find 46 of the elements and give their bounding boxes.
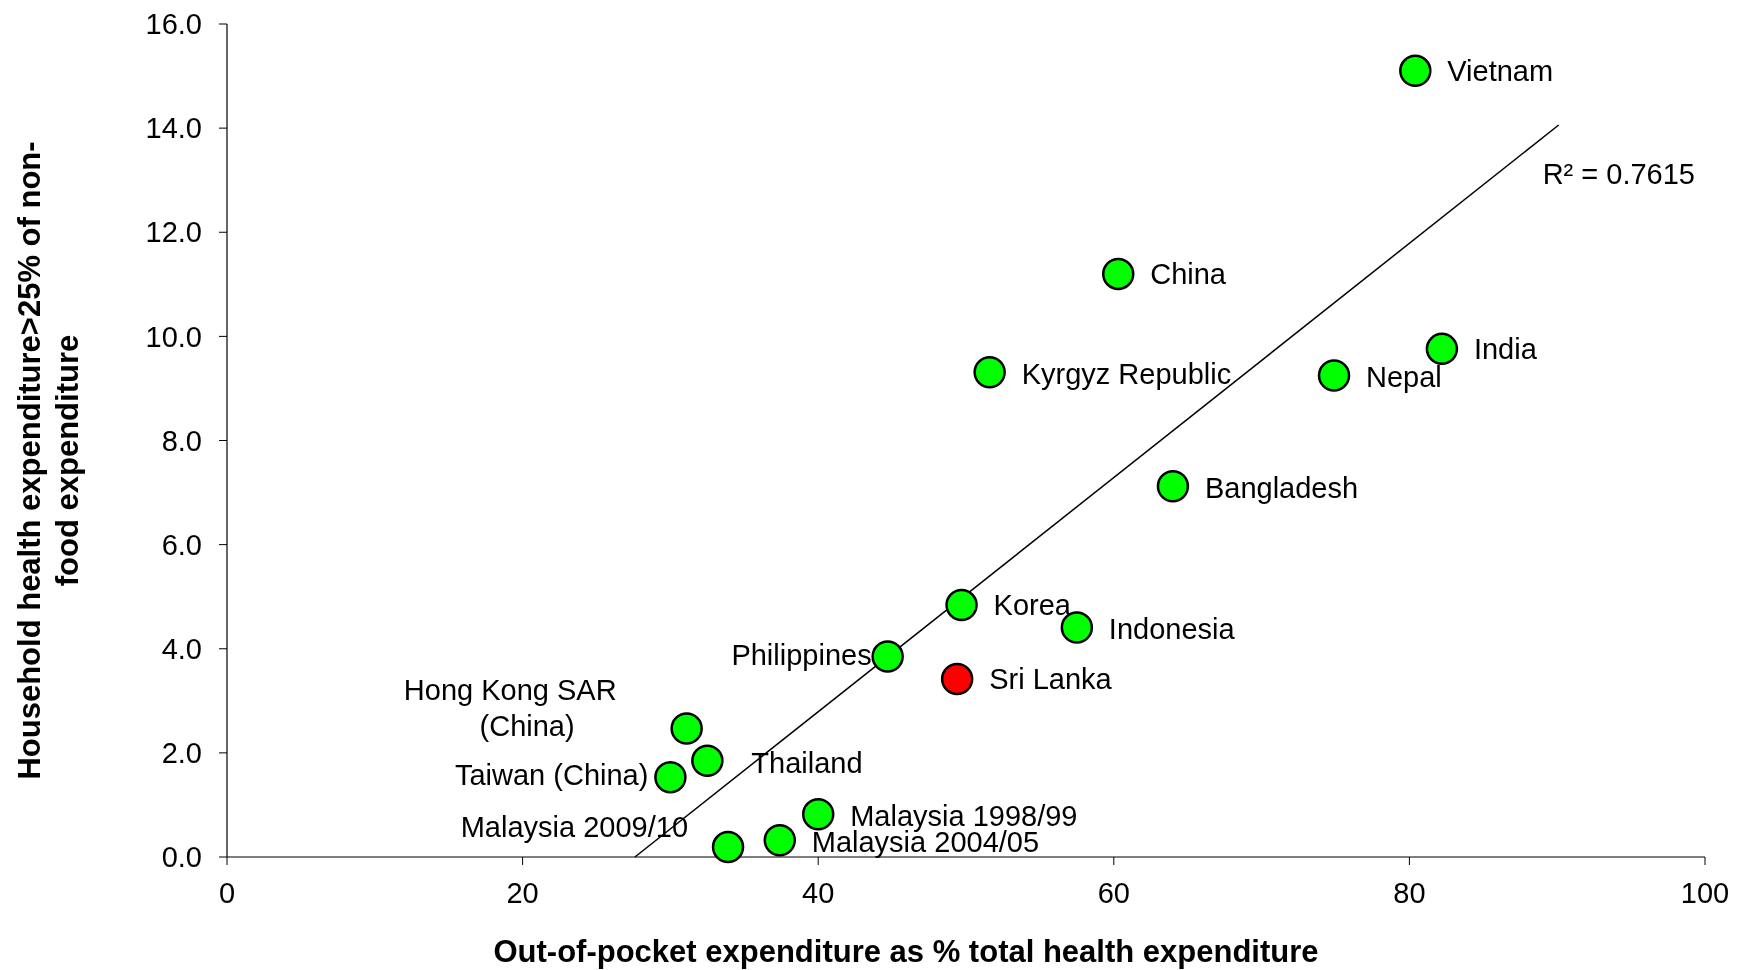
point — [973, 356, 1006, 389]
x-tick-label: 80 — [1393, 877, 1426, 909]
y-tick-label: 12.0 — [145, 216, 202, 249]
annotation: Philippines — [731, 638, 872, 671]
annotation: Indonesia — [1108, 613, 1236, 646]
y-axis-title: Household health expenditure>25% of non- food expenditure — [12, 141, 85, 780]
annotation: Taiwan (China) — [454, 759, 649, 792]
x-tick-label: 60 — [1097, 877, 1130, 909]
y-tick-label: 14.0 — [145, 112, 202, 145]
x-tick-label: 0 — [218, 877, 236, 909]
y-tick-label: 0.0 — [161, 841, 202, 874]
annotation: Vietnam — [1447, 54, 1554, 87]
y-tick-label: 8.0 — [161, 424, 202, 457]
point — [1425, 332, 1459, 366]
point — [1156, 470, 1190, 503]
y-tick-label: 4.0 — [161, 632, 202, 665]
x-tick-label: 100 — [1680, 877, 1730, 909]
y-tick-label: 6.0 — [161, 528, 202, 561]
annotation: Nepal — [1366, 361, 1442, 394]
point — [940, 662, 974, 696]
annotation: Sri Lanka — [989, 662, 1113, 695]
point — [691, 744, 724, 777]
point — [1101, 257, 1135, 291]
point — [670, 712, 703, 745]
point — [763, 824, 797, 857]
x-axis-title: Out-of-pocket expenditure as % total health expenditure — [493, 934, 1319, 969]
y-tick-label: 16.0 — [145, 8, 202, 41]
annotation: Bangladesh — [1204, 472, 1359, 505]
annotation: Korea — [993, 589, 1072, 622]
x-tick-label: 40 — [802, 877, 835, 909]
point — [711, 830, 745, 864]
point — [1317, 359, 1351, 392]
x-tick-label: 20 — [506, 877, 539, 909]
annotation: Hong Kong SAR (China) — [403, 674, 617, 743]
annotation: Thailand — [751, 746, 863, 779]
annotation: India — [1473, 332, 1538, 365]
y-tick-label: 2.0 — [161, 737, 202, 770]
point — [1399, 54, 1432, 88]
annotation: China — [1150, 257, 1227, 290]
y-tick-label: 10.0 — [145, 320, 202, 353]
annotation: Kyrgyz Republic — [1021, 358, 1232, 391]
point — [945, 588, 978, 622]
point — [871, 640, 904, 673]
point — [801, 798, 835, 831]
point — [654, 761, 687, 794]
annotation: R² = 0.7615 — [1542, 158, 1695, 190]
